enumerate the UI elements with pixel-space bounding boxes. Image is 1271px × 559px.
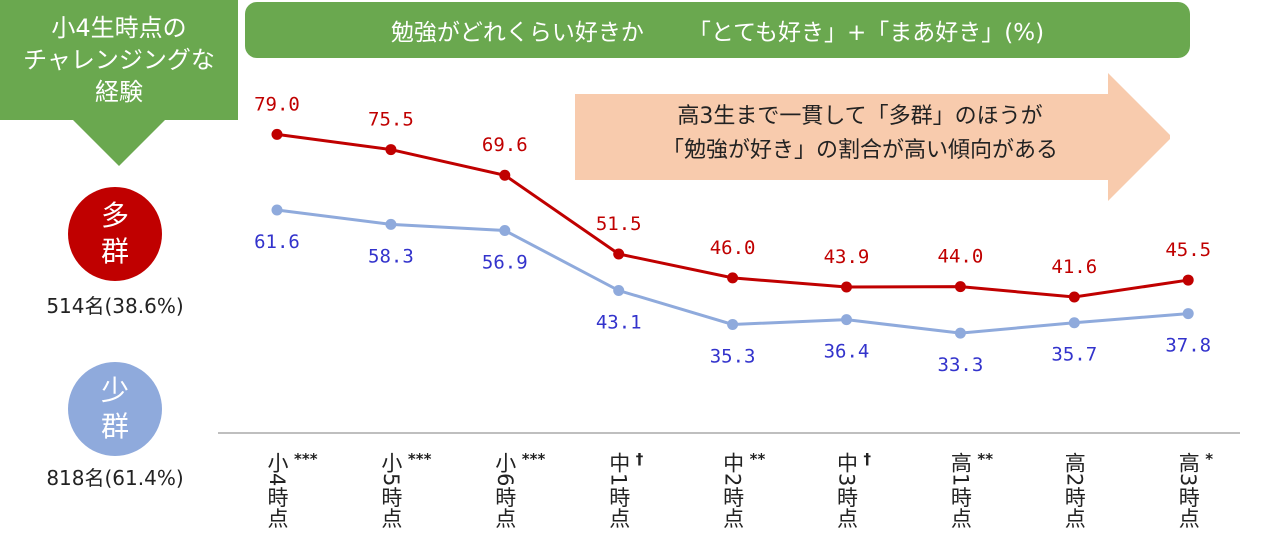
significance-mark: †	[635, 450, 644, 468]
data-label: 61.6	[254, 231, 300, 253]
group-few-char-1: 少	[100, 374, 129, 407]
data-label: 69.6	[482, 134, 528, 156]
data-label: 35.3	[710, 345, 756, 367]
data-point	[499, 224, 511, 236]
data-label: 41.6	[1051, 256, 1097, 278]
data-label: 51.5	[596, 213, 642, 235]
data-point	[954, 327, 966, 339]
data-point	[271, 128, 283, 140]
x-tick-label: 高1時点	[948, 452, 973, 529]
significance-mark: ***	[294, 450, 318, 468]
series-few: 61.6 58.3 56.9 43.1 35.3 36.4 33.3 35.7 37.8	[254, 204, 1211, 376]
data-point	[499, 169, 511, 181]
significance-mark: †	[863, 450, 872, 468]
group-many-badge: 多 群	[68, 187, 162, 281]
series-many: 79.0 75.5 69.6 51.5 46.0 43.9 44.0 41.6 45.5	[254, 93, 1211, 303]
x-tick-label: 小4時点	[265, 452, 289, 529]
data-point	[841, 314, 852, 326]
data-label: 43.9	[824, 246, 870, 268]
group-many-char-1: 多	[100, 199, 129, 232]
x-tick-label: 小5時点	[378, 452, 403, 529]
data-point	[1182, 274, 1194, 286]
data-point	[613, 248, 625, 260]
data-point	[954, 281, 966, 293]
chart-title-banner: 勉強がどれくらい好きか 「とても好き」+「まあ好き」(%)	[245, 2, 1190, 58]
data-point	[1068, 317, 1080, 329]
significance-mark: ***	[521, 450, 546, 468]
callout-line-2: 「勉強が好き」の割合が高い傾向がある	[661, 138, 1058, 163]
group-few-char-2: 群	[100, 410, 129, 443]
x-tick-label: 中2時点	[720, 452, 745, 529]
chart-subtitle: 「とても好き」+「まあ好き」(%)	[687, 20, 1045, 46]
data-point	[727, 272, 739, 284]
data-label: 46.0	[710, 237, 756, 259]
group-few-badge: 少 群	[68, 362, 162, 456]
callout-arrow-icon	[575, 73, 1170, 201]
callout-message: 高3生まで一貫して「多群」のほうが 「勉強が好き」の割合が高い傾向がある	[580, 100, 1140, 168]
data-label: 33.3	[938, 354, 984, 376]
data-point	[1182, 308, 1194, 320]
data-label: 43.1	[596, 312, 642, 334]
significance-mark: ***	[407, 450, 432, 468]
data-label: 56.9	[482, 251, 528, 273]
data-point	[727, 318, 739, 330]
data-label: 37.8	[1165, 335, 1211, 357]
significance-mark: **	[977, 450, 994, 468]
data-point	[613, 285, 625, 297]
down-arrow-icon	[73, 120, 165, 166]
data-label: 79.0	[254, 93, 300, 115]
chart-title: 勉強がどれくらい好きか	[390, 20, 644, 46]
data-label: 58.3	[368, 245, 414, 267]
experience-label-line-2: チャレンジングな	[23, 46, 215, 74]
x-tick-label: 中3時点	[834, 452, 859, 529]
x-tick-label: 高2時点	[1062, 452, 1087, 529]
x-tick-label: 高3時点	[1176, 452, 1201, 529]
data-label: 35.7	[1051, 344, 1097, 366]
callout-line-1: 高3生まで一貫して「多群」のほうが	[677, 104, 1043, 129]
data-label: 75.5	[368, 109, 414, 131]
data-label: 44.0	[938, 246, 984, 268]
group-few-count: 818名(61.4%)	[46, 466, 184, 490]
x-tick-label: 小6時点	[492, 452, 517, 529]
data-label: 45.5	[1165, 239, 1211, 261]
significance-mark: **	[749, 450, 766, 468]
experience-label-line-3: 経験	[95, 78, 143, 106]
data-point	[271, 204, 283, 216]
data-point	[841, 281, 852, 293]
data-label: 36.4	[824, 341, 870, 363]
significance-mark: *	[1205, 450, 1214, 468]
x-tick-label: 中1時点	[606, 452, 631, 529]
experience-label-box: 小4生時点の チャレンジングな 経験	[0, 0, 238, 120]
data-point	[385, 218, 397, 230]
group-many-char-2: 群	[100, 235, 129, 268]
data-point	[1068, 291, 1080, 303]
group-many-count: 514名(38.6%)	[46, 294, 184, 318]
data-point	[385, 144, 397, 156]
experience-label-line-1: 小4生時点の	[51, 14, 187, 42]
